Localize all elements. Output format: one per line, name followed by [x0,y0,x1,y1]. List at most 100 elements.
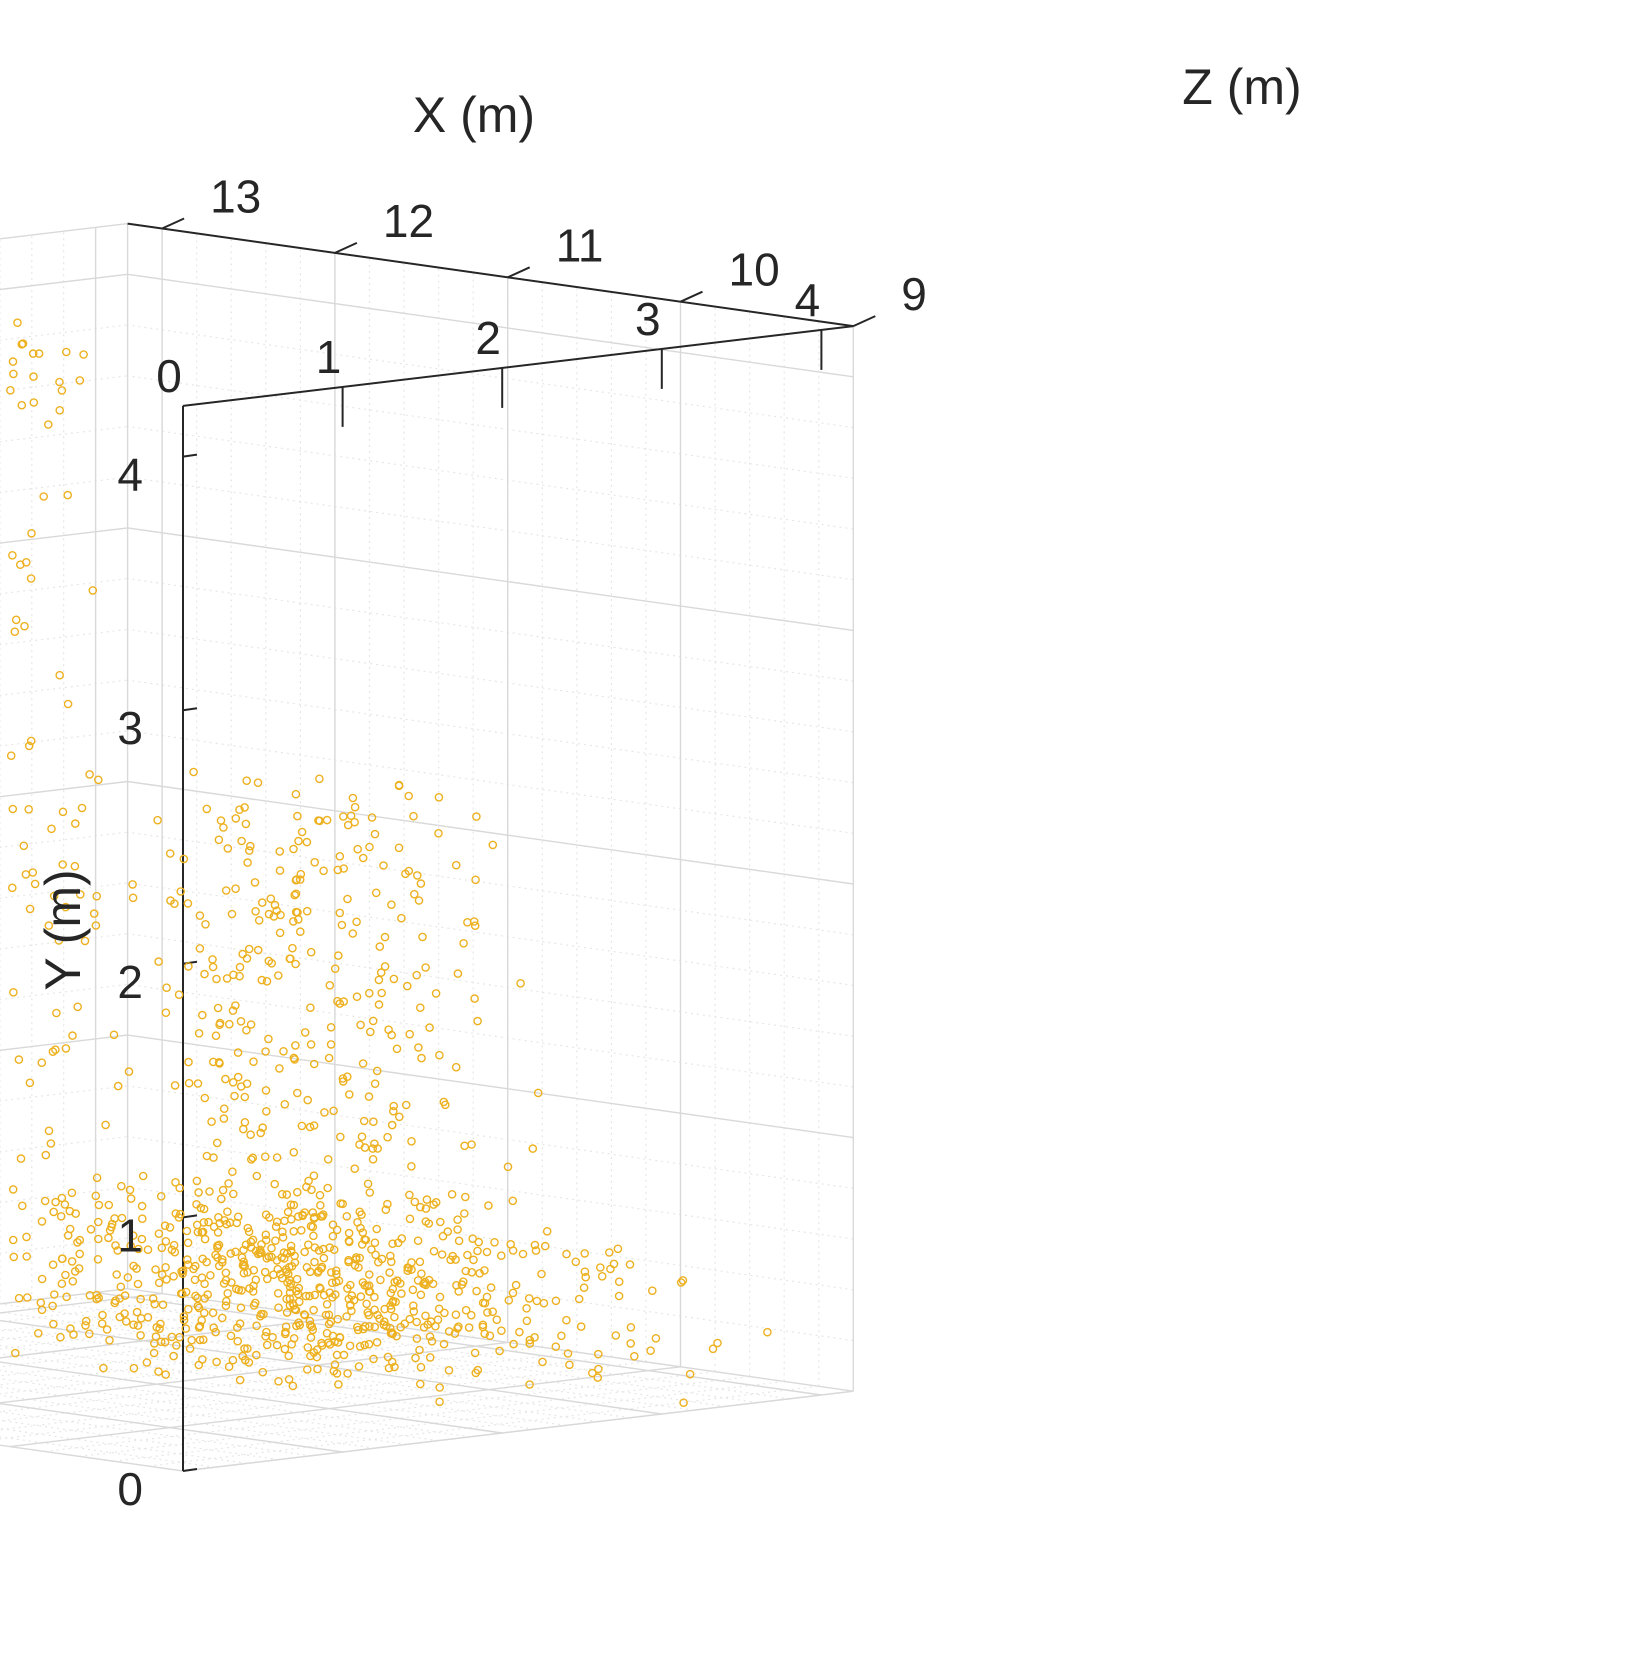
z-tick-mark [680,290,703,303]
scatter-point [384,1025,393,1034]
scatter-point [282,1308,292,1317]
scatter-point [201,920,210,929]
scatter-point [241,1240,251,1250]
scatter-point [390,1312,399,1322]
scatter-point [288,917,298,926]
scatter-point [330,1290,340,1299]
scatter-point [256,1128,266,1138]
scatter-point [61,1044,71,1053]
data-points [6,318,772,1407]
grid-minor-line [127,375,854,479]
scatter-point [506,1240,516,1249]
scatter-point [354,1263,363,1272]
scatter-point [490,1238,499,1247]
scatter-point [440,1308,449,1318]
grid-minor-line [127,578,854,682]
scatter-point [73,1002,82,1012]
scatter-point [370,1079,380,1088]
scatter-point [280,1344,290,1354]
scatter-point [580,1249,590,1258]
grid-minor-line [127,933,854,1037]
scatter-point [408,1285,418,1295]
scatter-point [609,1259,619,1269]
grid-minor-line [31,1299,758,1404]
scatter-point [179,854,189,864]
grid-minor-line [127,324,854,429]
grid-major-line [0,1034,128,1051]
scatter-point [370,1139,379,1148]
scatter-point [257,898,267,907]
scatter-point [319,866,328,876]
grid-minor-line [127,476,854,581]
grid-minor-line [0,1303,726,1407]
x-tick-label: 0 [156,350,182,402]
scatter-point [296,869,306,879]
scatter-point [264,956,274,966]
scatter-point [41,1150,51,1160]
scatter-point [212,1357,221,1367]
scatter-point [6,751,16,761]
scatter-point [202,804,212,814]
scatter-point [242,1025,251,1035]
scatter-point [94,1234,103,1244]
grid-minor-line [0,1336,474,1395]
scatter-point [333,865,343,875]
scatter-point [126,1194,136,1203]
scatter-point [349,1295,359,1305]
scatter-point [215,1020,224,1029]
scatter-point [195,1321,205,1331]
scatter-point [309,1305,318,1315]
scatter-point [211,1327,220,1337]
scatter-point [292,1321,301,1331]
scatter-point [315,1190,325,1200]
scatter-point [236,1082,246,1091]
scatter-point [451,1062,461,1072]
scatter-point [351,1253,361,1262]
scatter-point [496,1251,506,1260]
scatter-point [75,1235,85,1245]
scatter-point [51,1197,60,1207]
scatter-point [190,1275,200,1285]
scatter-point [302,837,312,847]
scatter-point [63,699,73,709]
scatter-point [175,1209,185,1219]
scatter-point [14,1055,24,1064]
scatter-point [221,1275,231,1285]
scatter-point [219,1114,229,1123]
scatter-point [286,1246,296,1255]
scatter-point [329,1366,339,1376]
scatter-point [70,861,80,871]
scatter-point [184,962,193,971]
scatter-point [157,1243,167,1253]
scatter-point [460,1192,470,1202]
scatter-point [228,1078,238,1087]
scatter-point [306,1040,316,1049]
scatter-point [313,1364,322,1374]
scatter-point [286,1200,296,1209]
scatter-point [386,1257,396,1267]
scatter-point [93,1255,103,1264]
scatter-point [181,1324,191,1333]
scatter-point [516,979,525,988]
scatter-point [246,1155,256,1164]
scatter-point [295,875,305,884]
scatter-point [198,1335,208,1344]
scatter-point [407,1137,416,1146]
scatter-point [239,1268,249,1278]
scatter-point [150,1299,159,1309]
scatter-point [415,1345,424,1355]
scatter-point [273,1264,283,1274]
scatter-point [525,1380,534,1389]
scatter-point [485,1331,495,1340]
scatter-point [337,920,347,930]
scatter-point [242,776,251,786]
grid-major-line [127,780,854,885]
scatter-point [105,1336,114,1345]
scatter-point [303,1343,313,1352]
scatter-point [333,996,342,1006]
scatter-point [129,1320,138,1329]
scatter-point [211,1031,221,1040]
scatter-point [22,1232,31,1242]
scatter-point [371,888,381,898]
scatter-point [57,1279,67,1288]
